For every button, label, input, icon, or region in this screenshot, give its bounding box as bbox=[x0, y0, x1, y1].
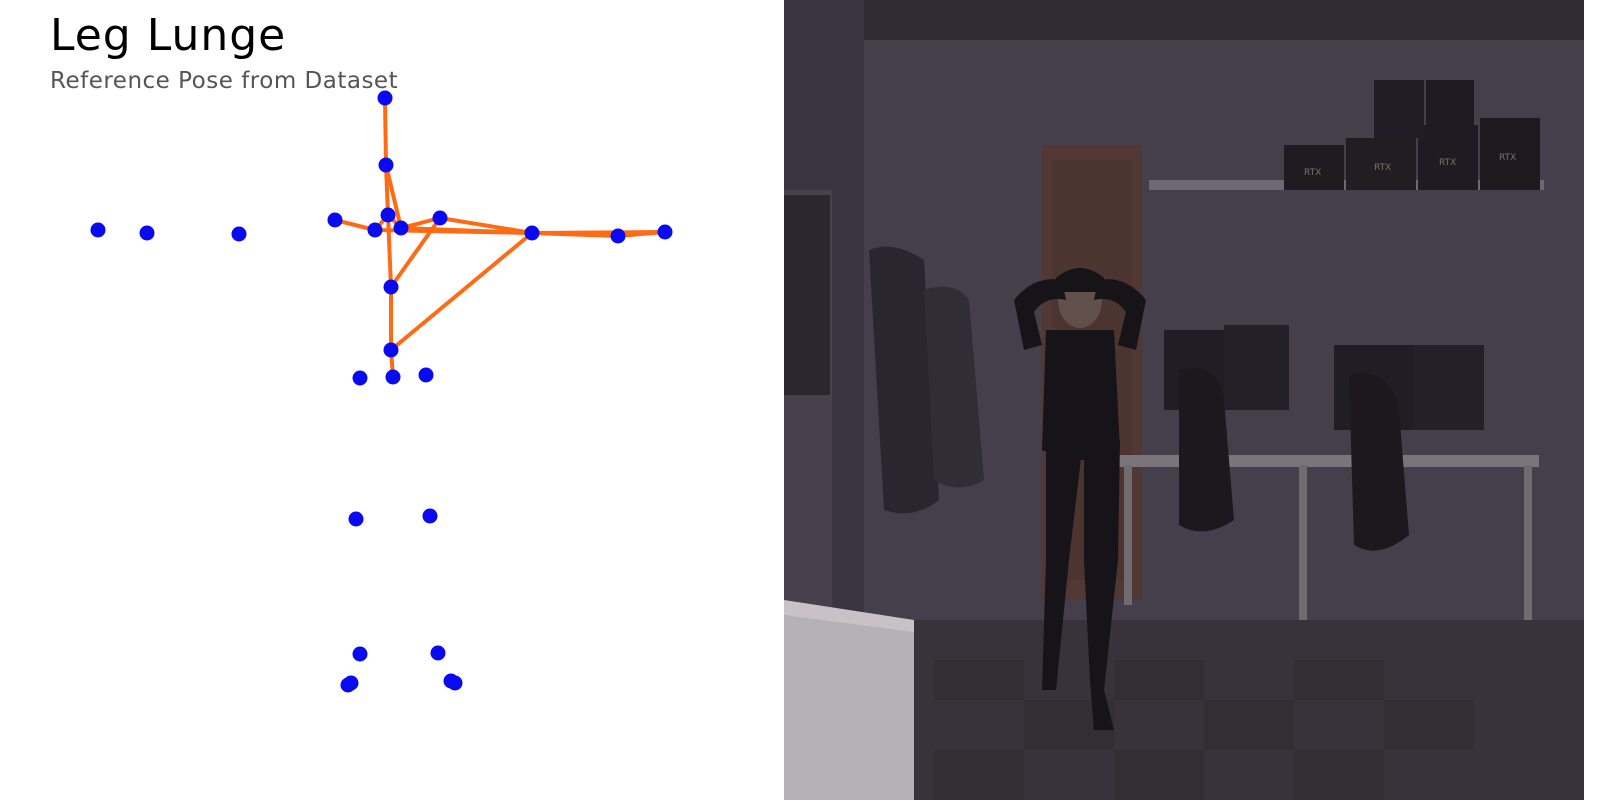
skeleton-keypoint bbox=[380, 207, 396, 223]
skeleton-keypoint bbox=[352, 646, 368, 662]
skeleton-keypoint bbox=[367, 222, 383, 238]
skeleton-keypoint bbox=[657, 224, 673, 240]
skeleton-keypoint bbox=[383, 342, 399, 358]
skeleton-keypoint bbox=[432, 210, 448, 226]
skeleton-keypoint bbox=[524, 225, 540, 241]
skeleton-keypoint bbox=[610, 228, 626, 244]
camera-feed-panel: RTX RTX RTX RTX bbox=[784, 0, 1584, 800]
monitor-label: RTX bbox=[1374, 163, 1391, 173]
skeleton-bone bbox=[384, 163, 403, 230]
skeleton-keypoint bbox=[385, 369, 401, 385]
reference-pose-panel: Leg Lunge Reference Pose from Dataset bbox=[0, 0, 784, 800]
camera-feed-image: RTX RTX RTX RTX bbox=[784, 0, 1584, 800]
skeleton-keypoint bbox=[418, 367, 434, 383]
skeleton-keypoint bbox=[383, 279, 399, 295]
skeleton-keypoint bbox=[378, 157, 394, 173]
skeleton-keypoint bbox=[352, 370, 368, 386]
skeleton-bone bbox=[383, 96, 388, 167]
skeleton-keypoint bbox=[348, 511, 364, 527]
skeleton-keypoint bbox=[231, 226, 247, 242]
skeleton-bone bbox=[389, 231, 534, 352]
skeleton-keypoint bbox=[393, 220, 409, 236]
skeleton-keypoint bbox=[90, 222, 106, 238]
monitor-label: RTX bbox=[1304, 168, 1321, 178]
pose-title: Leg Lunge bbox=[50, 10, 287, 61]
skeleton-keypoint bbox=[443, 673, 459, 689]
skeleton-keypoint bbox=[327, 212, 343, 228]
skeleton-keypoint bbox=[139, 225, 155, 241]
skeleton-keypoint bbox=[422, 508, 438, 524]
skeleton-bone bbox=[399, 226, 534, 235]
skeleton-keypoint bbox=[430, 645, 446, 661]
skeleton-keypoint bbox=[343, 675, 359, 691]
skeleton-keypoint bbox=[377, 90, 393, 106]
skeleton-bone bbox=[530, 230, 667, 235]
monitor-label: RTX bbox=[1499, 153, 1516, 163]
pose-skeleton bbox=[90, 90, 673, 693]
skeleton-bone bbox=[386, 213, 393, 289]
monitor-label: RTX bbox=[1439, 158, 1456, 168]
pose-subtitle: Reference Pose from Dataset bbox=[50, 68, 399, 94]
